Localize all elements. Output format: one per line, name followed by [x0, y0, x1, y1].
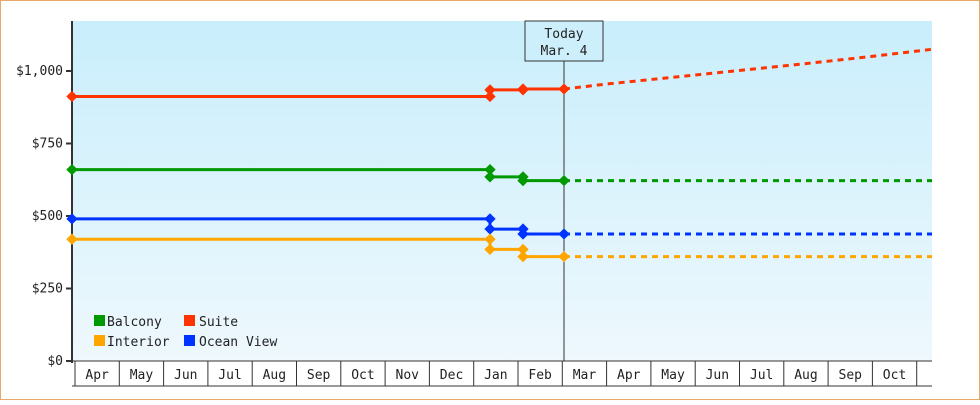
legend-label-balcony[interactable]: Balcony [107, 315, 162, 330]
x-tick-label: Aug [263, 368, 286, 383]
y-tick-label: $250 [32, 282, 63, 297]
series-interior [66, 233, 932, 263]
data-point-marker[interactable] [517, 250, 529, 263]
x-tick-label: Apr [617, 368, 641, 383]
data-point-marker[interactable] [558, 174, 570, 187]
x-tick-label: May [661, 368, 685, 383]
legend-label-ocean-view[interactable]: Ocean View [199, 335, 277, 350]
legend: Balcony Suite Interior Ocean View [94, 315, 277, 350]
today-label-box [524, 20, 604, 62]
legend-swatch-suite [184, 315, 195, 326]
data-point-marker[interactable] [484, 171, 496, 183]
series-ocean-view [66, 213, 932, 240]
x-tick-label: May [130, 368, 154, 383]
series-balcony [66, 163, 932, 187]
x-tick-label: Jan [484, 368, 507, 383]
x-tick-label: Sep [839, 368, 863, 383]
x-tick-label: Jun [706, 368, 729, 383]
x-tick-label: Oct [351, 368, 374, 383]
data-point-marker[interactable] [558, 250, 570, 263]
y-tick-label: $750 [32, 137, 63, 152]
data-point-marker[interactable] [517, 243, 529, 256]
data-point-marker[interactable] [484, 213, 496, 225]
data-point-marker[interactable] [484, 243, 496, 256]
today-date: Mar. 4 [541, 44, 588, 59]
data-point-marker[interactable] [558, 228, 570, 240]
x-tick-label: Feb [528, 368, 552, 383]
legend-label-interior[interactable]: Interior [107, 335, 170, 350]
y-tick-label: $1,000 [16, 64, 63, 79]
x-axis: Apr May Jun Jul Aug Sep Oct Nov Dec Jan Feb Mar Apr M… [72, 360, 932, 387]
data-point-marker[interactable] [517, 174, 529, 187]
y-axis: $0 $250 $500 $750 $1,000 [16, 21, 73, 369]
x-tick-label: Dec [440, 368, 463, 383]
legend-swatch-ocean-view [184, 335, 195, 346]
legend-swatch-balcony [94, 315, 105, 326]
data-point-marker[interactable] [484, 233, 496, 245]
x-tick-label: Nov [396, 368, 420, 383]
plot-area [72, 21, 932, 361]
x-tick-label: Sep [307, 368, 331, 383]
x-tick-label: Apr [85, 368, 109, 383]
x-tick-label: Aug [794, 368, 817, 383]
data-point-marker[interactable] [517, 228, 529, 240]
x-tick-label: Jul [750, 368, 773, 383]
legend-swatch-interior [94, 335, 105, 346]
data-point-marker[interactable] [484, 163, 496, 176]
data-point-marker[interactable] [484, 223, 496, 235]
today-label: Today [544, 27, 583, 42]
x-tick-label: Jul [218, 368, 241, 383]
today-marker: Today Mar. 4 [524, 20, 604, 361]
legend-label-suite[interactable]: Suite [199, 315, 238, 330]
x-tick-label: Jun [174, 368, 197, 383]
y-tick-label: $500 [32, 209, 63, 224]
y-tick-label: $0 [47, 354, 63, 369]
x-tick-label: Mar [573, 368, 597, 383]
x-tick-label: Oct [883, 368, 906, 383]
